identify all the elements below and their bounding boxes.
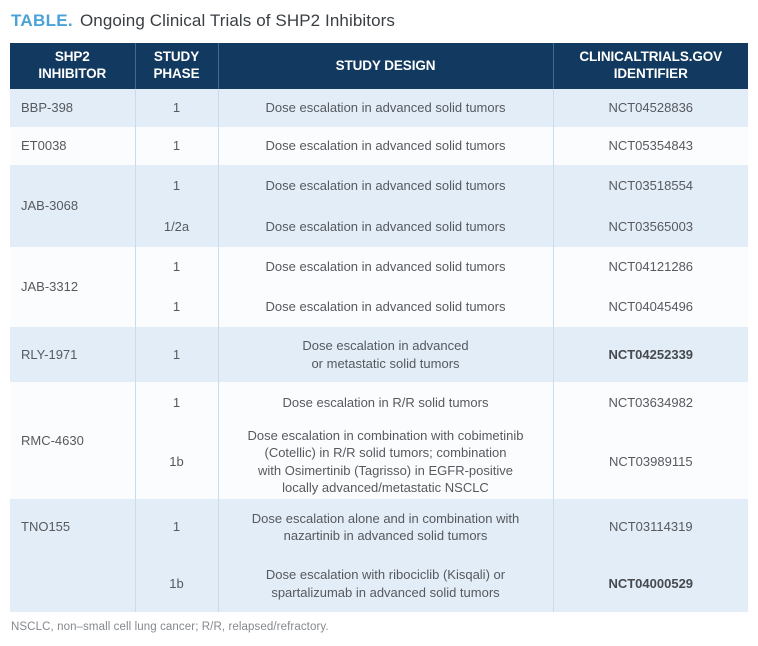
page: TABLE. Ongoing Clinical Trials of SHP2 In… <box>10 11 748 633</box>
nct-id-cell: NCT05354843 <box>553 127 748 165</box>
inhibitor-cell: JAB-3312 <box>10 247 136 327</box>
table-row: TNO155 1 Dose escalation alone and in co… <box>10 499 748 612</box>
inhibitor-cell: ET0038 <box>10 127 136 165</box>
table-row: RMC-4630 1 Dose escalation in R/R solid … <box>10 382 748 499</box>
phase-cell: 1 <box>135 127 219 165</box>
table-row: JAB-3312 1 Dose escalation in advanced s… <box>10 247 748 327</box>
column-header-design: STUDY DESIGN <box>218 43 554 89</box>
phase-cell: 1b <box>135 424 219 499</box>
design-cell: Dose escalation in advanced solid tumors <box>218 247 554 287</box>
inhibitor-cell: RMC-4630 <box>10 382 136 499</box>
phase-cell: 1 <box>135 327 219 382</box>
design-cell: Dose escalation in advanced solid tumors <box>218 206 554 247</box>
design-cell: Dose escalation in R/R solid tumors <box>218 382 554 424</box>
column-header-inhibitor: SHP2 INHIBITOR <box>10 43 136 89</box>
table-row: RLY-1971 1 Dose escalation in advanced o… <box>10 327 748 382</box>
design-cell: Dose escalation with ribociclib (Kisqali… <box>218 555 554 612</box>
phase-cell: 1 <box>135 89 219 127</box>
design-cell: Dose escalation in advanced solid tumors <box>218 165 554 206</box>
nct-id-cell: NCT03565003 <box>553 206 748 247</box>
table-row: JAB-3068 1 Dose escalation in advanced s… <box>10 165 748 247</box>
nct-id-cell: NCT03634982 <box>553 382 748 424</box>
phase-cell: 1 <box>135 382 219 424</box>
inhibitor-cell: TNO155 <box>10 499 136 612</box>
inhibitor-cell: BBP-398 <box>10 89 136 127</box>
phase-cell: 1b <box>135 555 219 612</box>
nct-id-cell: NCT03518554 <box>553 165 748 206</box>
inhibitor-cell: RLY-1971 <box>10 327 136 382</box>
table-header-row: SHP2 INHIBITOR STUDY PHASE STUDY DESIGN … <box>10 43 748 89</box>
nct-id-cell: NCT04121286 <box>553 247 748 287</box>
table-row: 1b Dose escalation in combination with c… <box>10 424 748 499</box>
nct-id-cell: NCT04045496 <box>553 287 748 327</box>
table-title-text: Ongoing Clinical Trials of SHP2 Inhibito… <box>79 11 396 30</box>
phase-cell: 1/2a <box>135 206 219 247</box>
design-cell: Dose escalation in combination with cobi… <box>218 424 554 499</box>
nct-id-cell: NCT04000529 <box>553 555 748 612</box>
design-cell: Dose escalation alone and in combination… <box>218 499 554 555</box>
design-cell: Dose escalation in advanced solid tumors <box>218 127 554 165</box>
table-row: ET0038 1 Dose escalation in advanced sol… <box>10 127 748 165</box>
table-footnote: NSCLC, non–small cell lung cancer; R/R, … <box>11 621 329 633</box>
column-header-identifier: CLINICALTRIALS.GOV IDENTIFIER <box>553 43 748 89</box>
table-row: 1/2a Dose escalation in advanced solid t… <box>10 206 748 247</box>
table-row: BBP-398 1 Dose escalation in advanced so… <box>10 89 748 127</box>
column-header-phase: STUDY PHASE <box>135 43 219 89</box>
nct-id-cell: NCT04252339 <box>553 327 748 382</box>
clinical-trials-table: SHP2 INHIBITOR STUDY PHASE STUDY DESIGN … <box>10 43 748 612</box>
phase-cell: 1 <box>135 287 219 327</box>
nct-id-cell: NCT04528836 <box>553 89 748 127</box>
design-cell: Dose escalation in advanced or metastati… <box>218 327 554 382</box>
inhibitor-cell: JAB-3068 <box>10 165 136 247</box>
design-cell: Dose escalation in advanced solid tumors <box>218 287 554 327</box>
phase-cell: 1 <box>135 499 219 555</box>
table-title-label: TABLE. <box>11 11 73 30</box>
design-cell: Dose escalation in advanced solid tumors <box>218 89 554 127</box>
table-title: TABLE. Ongoing Clinical Trials of SHP2 In… <box>11 11 748 31</box>
table-row: 1 Dose escalation in advanced solid tumo… <box>10 287 748 327</box>
table-row: 1b Dose escalation with ribociclib (Kisq… <box>10 555 748 612</box>
nct-id-cell: NCT03989115 <box>553 424 748 499</box>
phase-cell: 1 <box>135 247 219 287</box>
phase-cell: 1 <box>135 165 219 206</box>
nct-id-cell: NCT03114319 <box>553 499 748 555</box>
